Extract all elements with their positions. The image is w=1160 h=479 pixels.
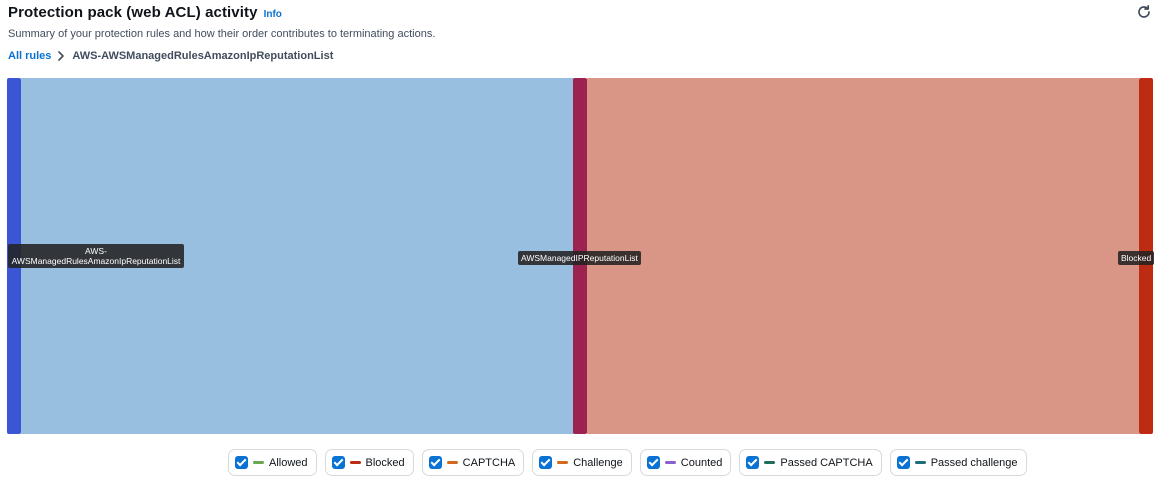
node-label-ipreputation: AWSManagedIPReputationList	[518, 251, 641, 265]
legend-item-passed-challenge[interactable]: Passed challenge	[889, 449, 1027, 476]
legend-label: Allowed	[269, 456, 308, 469]
legend-item-blocked[interactable]: Blocked	[324, 449, 414, 476]
checkbox-checked-icon[interactable]	[646, 456, 660, 469]
info-link[interactable]: Info	[263, 9, 282, 20]
legend-label: Blocked	[365, 456, 405, 469]
legend-item-allowed[interactable]: Allowed	[228, 449, 317, 476]
sankey-canvas	[7, 78, 1153, 434]
legend-label: Challenge	[573, 456, 623, 469]
checkbox-checked-icon[interactable]	[539, 456, 553, 469]
breadcrumb-all-rules[interactable]: All rules	[8, 50, 52, 62]
legend-item-counted[interactable]: Counted	[639, 449, 732, 476]
checkbox-checked-icon[interactable]	[896, 456, 910, 469]
legend-label: Passed CAPTCHA	[780, 456, 873, 469]
legend-swatch	[914, 461, 926, 464]
node-label-line: AWSManagedRulesAmazonIpReputationList	[11, 256, 181, 266]
panel-header: Protection pack (web ACL) activity Info	[8, 4, 282, 21]
page-description: Summary of your protection rules and how…	[8, 28, 436, 40]
page-title: Protection pack (web ACL) activity	[8, 4, 258, 21]
legend-label: CAPTCHA	[462, 456, 516, 469]
chevron-right-icon	[58, 51, 65, 61]
checkbox-checked-icon[interactable]	[235, 456, 248, 469]
legend-label: Counted	[680, 456, 723, 469]
legend: Allowed Blocked CAPTCHA Challenge Counte…	[228, 449, 1027, 476]
breadcrumb: All rules AWS-AWSManagedRulesAmazonIpRep…	[8, 50, 333, 62]
breadcrumb-current: AWS-AWSManagedRulesAmazonIpReputationLis…	[72, 50, 334, 62]
legend-swatch	[764, 461, 776, 464]
legend-label: Passed challenge	[930, 456, 1018, 469]
checkbox-checked-icon[interactable]	[746, 456, 760, 469]
legend-item-challenge[interactable]: Challenge	[532, 449, 632, 476]
legend-swatch	[446, 461, 458, 464]
node-label-rule-group: AWS- AWSManagedRulesAmazonIpReputationLi…	[8, 244, 184, 268]
refresh-icon[interactable]	[1136, 4, 1152, 20]
node-label-line: AWS-	[85, 246, 107, 256]
link-ipreputation-to-blocked[interactable]	[587, 78, 1139, 434]
sankey-diagram: AWS- AWSManagedRulesAmazonIpReputationLi…	[7, 78, 1155, 434]
node-label-blocked: Blocked	[1118, 251, 1155, 265]
legend-swatch	[253, 461, 264, 464]
legend-item-passed-captcha[interactable]: Passed CAPTCHA	[739, 449, 882, 476]
legend-swatch	[557, 461, 569, 464]
checkbox-checked-icon[interactable]	[331, 456, 345, 469]
legend-swatch	[349, 461, 361, 464]
legend-swatch	[664, 461, 676, 464]
checkbox-checked-icon[interactable]	[428, 456, 442, 469]
legend-item-captcha[interactable]: CAPTCHA	[421, 449, 525, 476]
